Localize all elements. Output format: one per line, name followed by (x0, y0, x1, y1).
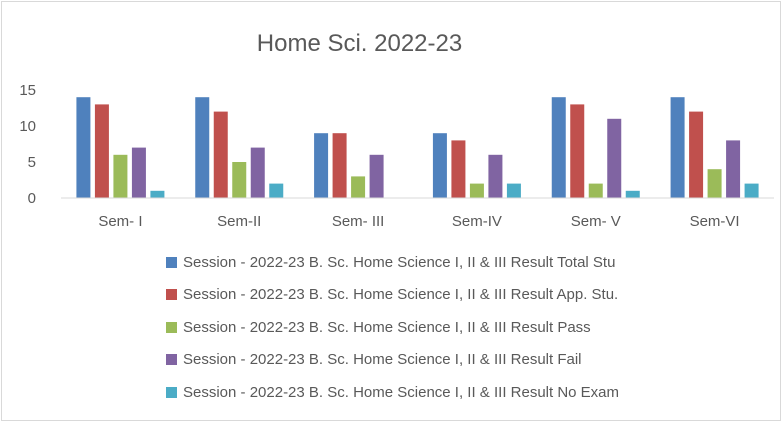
bar (131, 147, 146, 198)
y-tick-label: 5 (28, 154, 36, 171)
bar (94, 104, 109, 198)
y-tick-label: 0 (28, 190, 36, 207)
legend-label: Session - 2022-23 B. Sc. Home Science I,… (183, 351, 582, 369)
legend-swatch (166, 321, 177, 333)
bar (551, 97, 566, 198)
legend-swatch (166, 256, 177, 268)
bar (570, 104, 585, 198)
bar (250, 147, 265, 198)
bar (689, 111, 704, 198)
y-tick-label: 10 (19, 118, 36, 135)
bar (506, 183, 521, 198)
bar (607, 118, 622, 198)
bar (469, 183, 484, 198)
bar (451, 140, 466, 198)
bar (588, 183, 603, 198)
legend-label: Session - 2022-23 B. Sc. Home Science I,… (183, 383, 620, 401)
bar (351, 176, 366, 198)
bar (269, 183, 284, 198)
bar (332, 133, 347, 198)
x-tick-label: Sem- I (98, 213, 142, 230)
x-tick-label: Sem-IV (452, 213, 502, 230)
y-tick-label: 15 (19, 82, 36, 99)
x-tick-label: Sem- III (332, 213, 385, 230)
bar (150, 190, 165, 198)
legend-swatch (166, 354, 177, 366)
legend-item: Session - 2022-23 B. Sc. Home Science I,… (166, 246, 619, 279)
bar (232, 162, 247, 198)
legend-item: Session - 2022-23 B. Sc. Home Science I,… (166, 376, 619, 409)
legend-swatch (166, 386, 177, 398)
bar (76, 97, 91, 198)
chart-plot: 0 5 10 15 Sem- I Sem-II Sem- III Sem-IV Sem- V Se… (19, 82, 774, 230)
bar (432, 133, 447, 198)
legend-item: Session - 2022-23 B. Sc. Home Science I,… (166, 344, 619, 377)
legend-label: Session - 2022-23 B. Sc. Home Science I,… (183, 318, 591, 336)
bar (113, 154, 128, 198)
chart-title: Home Sci. 2022-23 (256, 30, 463, 57)
legend-label: Session - 2022-23 B. Sc. Home Science I,… (183, 253, 616, 271)
bar (670, 97, 685, 198)
x-tick-label: Sem-II (217, 213, 261, 230)
x-tick-label: Sem- V (571, 213, 621, 230)
legend-item: Session - 2022-23 B. Sc. Home Science I,… (166, 311, 619, 344)
bar (369, 154, 384, 198)
bar (314, 133, 329, 198)
legend-label: Session - 2022-23 B. Sc. Home Science I,… (183, 286, 619, 304)
legend-item: Session - 2022-23 B. Sc. Home Science I,… (166, 279, 619, 312)
x-tick-label: Sem-VI (690, 213, 740, 230)
legend-swatch (166, 289, 177, 301)
bar (625, 190, 640, 198)
bar (213, 111, 228, 198)
chart-legend: Session - 2022-23 B. Sc. Home Science I,… (166, 246, 619, 409)
bar (744, 183, 759, 198)
bar (195, 97, 210, 198)
bar (488, 154, 503, 198)
bar (707, 169, 722, 198)
bar (726, 140, 741, 198)
